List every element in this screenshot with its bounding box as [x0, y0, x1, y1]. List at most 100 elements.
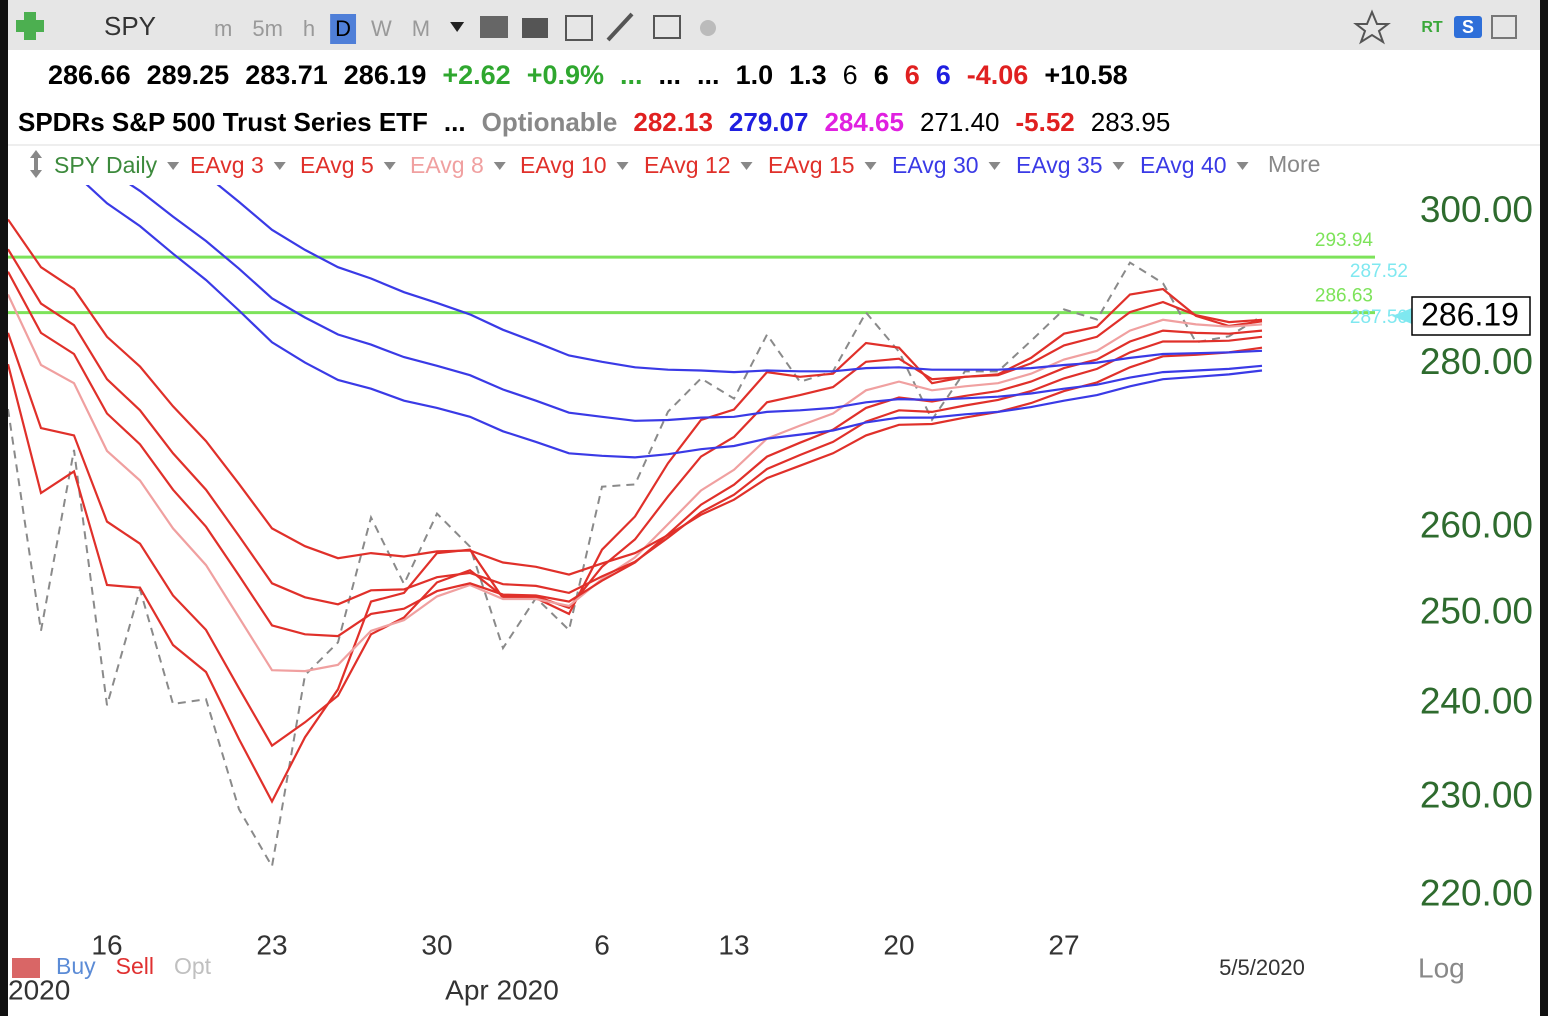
quote-item: -4.06 — [967, 60, 1029, 90]
realtime-label: RT — [1421, 19, 1443, 36]
quote-item: 6 — [874, 60, 889, 90]
y-tick-label: 300.00 — [1420, 189, 1533, 230]
quote-item: ... — [697, 60, 720, 90]
plot — [8, 185, 1375, 870]
interval-button[interactable]: W — [371, 16, 392, 41]
x-tick-label: 13 — [718, 929, 749, 960]
quote-item: 286.19 — [344, 60, 427, 90]
y-tick-label: 250.00 — [1420, 591, 1533, 632]
interval-button[interactable]: 5m — [252, 16, 283, 41]
quote-item: 282.13 — [633, 107, 713, 137]
symbol[interactable]: SPY — [104, 11, 156, 41]
legend-handle — [30, 150, 42, 178]
svg-text:S: S — [1462, 17, 1474, 37]
trade-button[interactable]: Opt — [174, 953, 212, 979]
trade-button[interactable]: Buy — [56, 953, 96, 979]
legend-more[interactable]: More — [1268, 151, 1320, 177]
interval-button[interactable]: M — [412, 16, 430, 41]
legend-entry[interactable]: EAvg 30 — [892, 152, 979, 178]
period-label: 2020 — [8, 974, 70, 1005]
y-tick-label: 260.00 — [1420, 504, 1533, 545]
quote-item: +0.9% — [527, 60, 604, 90]
legend-dropdown — [616, 162, 629, 170]
trade-button[interactable]: Sell — [116, 953, 154, 979]
quote-item: 284.65 — [824, 107, 904, 137]
average-line — [8, 248, 1263, 606]
toolbar-icons: S — [480, 9, 1517, 45]
legend: SPY Daily EAvg 3 EAvg 5 EAvg 8 EAvg 10 EAvg 1… — [30, 150, 1320, 178]
legend-dropdown — [383, 162, 396, 170]
quote-item: ... — [444, 107, 466, 137]
quote-item: +10.58 — [1044, 60, 1127, 90]
active-interval — [330, 14, 357, 44]
quote-item: Optionable — [482, 107, 618, 137]
price-box — [1411, 296, 1531, 336]
footer: Buy Sell Opt Log — [12, 952, 1465, 983]
quote-item: +2.62 — [442, 60, 510, 90]
reference-label: 287.50 — [1350, 307, 1408, 328]
window-border — [1540, 0, 1548, 1016]
interval-button[interactable]: h — [303, 16, 315, 41]
level-label: 286.63 — [1315, 286, 1373, 307]
legend-entry[interactable]: EAvg 8 — [410, 152, 484, 178]
legend-entry[interactable]: EAvg 12 — [644, 152, 731, 178]
legend-dropdown — [493, 162, 506, 170]
x-tick-label: 6 — [594, 929, 610, 960]
x-tick-label: 5/5/2020 — [1219, 955, 1305, 980]
toolbar — [0, 0, 1548, 50]
price-box-label: 286.19 — [1421, 296, 1519, 332]
x-tick-label: 23 — [256, 929, 287, 960]
legend-dropdown — [1112, 162, 1125, 170]
quote-item: 289.25 — [147, 60, 230, 90]
average-line — [8, 294, 1263, 673]
quote-item: ... — [620, 60, 643, 90]
average-line — [216, 185, 1263, 374]
legend-entry[interactable]: SPY Daily — [54, 152, 158, 178]
interval-button[interactable]: m — [214, 16, 232, 41]
legend-dropdown — [988, 162, 1001, 170]
x-tick-label: 27 — [1048, 929, 1079, 960]
average-line — [8, 218, 1263, 576]
quote-item: 6 — [936, 60, 951, 90]
add-icon[interactable] — [16, 12, 44, 40]
legend-dropdown — [167, 162, 180, 170]
x-tick-label: 20 — [883, 929, 914, 960]
legend-entry[interactable]: EAvg 5 — [300, 152, 374, 178]
quote-item: SPDRs S&P 500 Trust Series ETF — [18, 107, 428, 137]
level-label: 293.94 — [1315, 230, 1374, 251]
reference-label: 287.52 — [1350, 261, 1408, 282]
trade-icon — [12, 958, 40, 978]
legend-dropdown — [1236, 162, 1249, 170]
quote-item: -5.52 — [1016, 107, 1075, 137]
quote: 286.66 289.25 283.71 286.19 +2.62 +0.9%......… — [18, 60, 1170, 137]
interval-button[interactable]: D — [335, 16, 351, 41]
average-line — [129, 185, 1263, 422]
y-tick-label: 240.00 — [1420, 681, 1533, 722]
quote-item: 6 — [905, 60, 920, 90]
quote-item: 1.0 — [736, 60, 774, 90]
quote-item: 283.71 — [245, 60, 328, 90]
quote-item: 279.07 — [729, 107, 809, 137]
legend-entry[interactable]: EAvg 35 — [1016, 152, 1103, 178]
legend-entry[interactable]: EAvg 3 — [190, 152, 264, 178]
quote-item: 6 — [843, 60, 858, 90]
x-axis: 16 23 30 6 13 20 27 5/5/2020 2020 Apr 2020 — [8, 929, 1305, 1005]
y-tick-label: 230.00 — [1420, 774, 1533, 815]
period-label: Apr 2020 — [445, 974, 559, 1005]
window-border — [0, 0, 8, 1016]
average-line — [8, 300, 1263, 748]
average-line — [8, 287, 1263, 804]
y-tick-label: 280.00 — [1420, 341, 1533, 382]
y-axis: 300.00 280.00 260.00 250.00 240.00 230.00 220.… — [1392, 189, 1533, 913]
legend-entry[interactable]: EAvg 15 — [768, 152, 855, 178]
legend-entry[interactable]: EAvg 40 — [1140, 152, 1227, 178]
quote-item: 286.66 — [48, 60, 131, 90]
scale-toggle[interactable]: Log — [1418, 952, 1465, 983]
quote-item: ... — [659, 60, 682, 90]
legend-entry[interactable]: EAvg 10 — [520, 152, 607, 178]
legend-dropdown — [864, 162, 877, 170]
price-pointer — [1392, 307, 1412, 324]
average-line — [85, 185, 1263, 459]
legend-dropdown — [740, 162, 753, 170]
